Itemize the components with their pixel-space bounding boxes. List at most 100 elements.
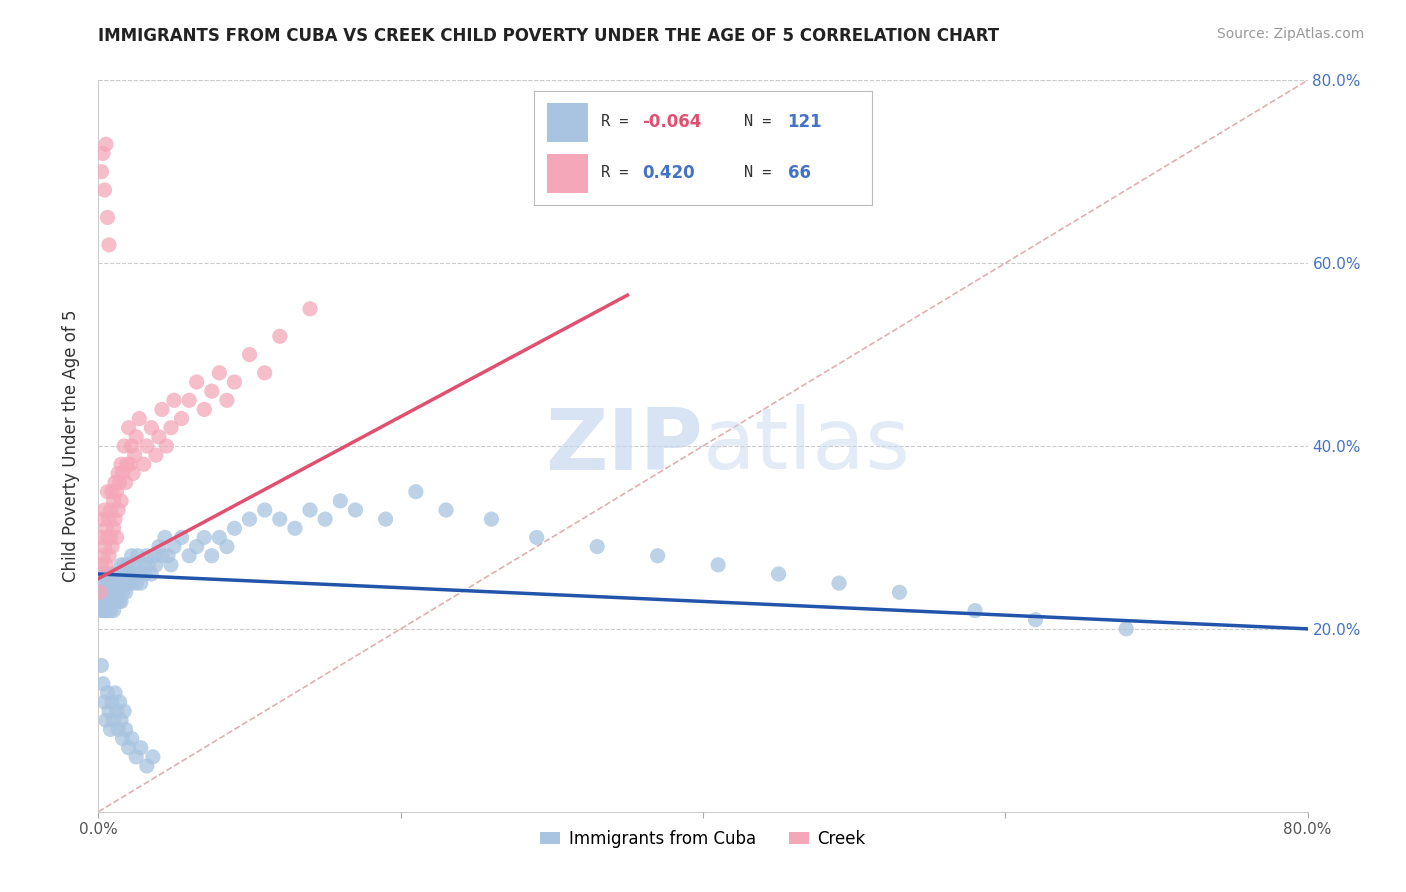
Point bbox=[100, 723, 122, 737]
Point bbox=[96, 594, 118, 608]
Text: atlas: atlas bbox=[703, 404, 911, 488]
Point bbox=[142, 749, 165, 764]
Point bbox=[111, 467, 134, 481]
Point bbox=[110, 594, 132, 608]
Point bbox=[299, 301, 322, 316]
Point bbox=[93, 576, 115, 591]
Point bbox=[103, 521, 125, 535]
Point bbox=[96, 530, 118, 544]
Point bbox=[91, 603, 114, 617]
Point bbox=[110, 494, 132, 508]
Point bbox=[153, 530, 176, 544]
Point bbox=[103, 576, 125, 591]
Point bbox=[91, 549, 114, 563]
Point bbox=[193, 530, 215, 544]
Point bbox=[90, 558, 112, 572]
Point bbox=[96, 211, 118, 225]
Point bbox=[112, 558, 135, 572]
Point bbox=[96, 686, 118, 700]
Point bbox=[101, 567, 124, 582]
Point bbox=[118, 576, 141, 591]
Point bbox=[105, 594, 128, 608]
Point bbox=[120, 567, 142, 582]
Point bbox=[481, 512, 503, 526]
Point bbox=[110, 576, 132, 591]
Point bbox=[145, 558, 167, 572]
Point bbox=[104, 585, 127, 599]
Point bbox=[121, 576, 143, 591]
Point bbox=[91, 585, 114, 599]
Point bbox=[89, 585, 111, 599]
Point bbox=[148, 540, 170, 554]
Point bbox=[107, 723, 129, 737]
Point bbox=[124, 558, 146, 572]
Point bbox=[93, 567, 115, 582]
Point bbox=[108, 475, 131, 490]
Point bbox=[94, 585, 117, 599]
Point bbox=[179, 393, 201, 408]
Point bbox=[186, 375, 208, 389]
Point bbox=[150, 402, 173, 417]
Point bbox=[91, 512, 114, 526]
Point bbox=[110, 714, 132, 728]
Point bbox=[114, 723, 136, 737]
Point bbox=[128, 567, 150, 582]
Point bbox=[94, 137, 117, 152]
Point bbox=[124, 448, 146, 462]
Point bbox=[93, 540, 115, 554]
Point bbox=[112, 439, 135, 453]
Point bbox=[100, 594, 122, 608]
Point bbox=[114, 475, 136, 490]
Point bbox=[314, 512, 336, 526]
Point bbox=[107, 503, 129, 517]
Point bbox=[170, 530, 193, 544]
Text: Source: ZipAtlas.com: Source: ZipAtlas.com bbox=[1216, 27, 1364, 41]
Point bbox=[101, 585, 124, 599]
Point bbox=[108, 695, 131, 709]
Point bbox=[93, 594, 115, 608]
Point bbox=[121, 549, 143, 563]
Point bbox=[96, 576, 118, 591]
Point bbox=[215, 393, 238, 408]
Point bbox=[215, 540, 238, 554]
Point bbox=[156, 549, 179, 563]
Text: IMMIGRANTS FROM CUBA VS CREEK CHILD POVERTY UNDER THE AGE OF 5 CORRELATION CHART: IMMIGRANTS FROM CUBA VS CREEK CHILD POVE… bbox=[98, 27, 1000, 45]
Point bbox=[107, 567, 129, 582]
Point bbox=[110, 558, 132, 572]
Point bbox=[111, 567, 134, 582]
Point bbox=[101, 695, 124, 709]
Point bbox=[145, 448, 167, 462]
Point bbox=[170, 411, 193, 425]
Point bbox=[90, 658, 112, 673]
Point bbox=[100, 576, 122, 591]
Point bbox=[135, 439, 157, 453]
Point bbox=[89, 585, 111, 599]
Point bbox=[224, 521, 246, 535]
Point bbox=[135, 549, 157, 563]
Point bbox=[112, 576, 135, 591]
Point bbox=[90, 164, 112, 178]
Point bbox=[284, 521, 307, 535]
Point bbox=[111, 731, 134, 746]
Point bbox=[434, 503, 457, 517]
Point bbox=[329, 494, 352, 508]
Point bbox=[239, 347, 262, 362]
Point bbox=[186, 540, 208, 554]
Point bbox=[114, 567, 136, 582]
Point bbox=[98, 512, 121, 526]
Point bbox=[114, 585, 136, 599]
Point bbox=[344, 503, 367, 517]
Point bbox=[103, 603, 125, 617]
Point bbox=[98, 567, 121, 582]
Point bbox=[141, 567, 163, 582]
Point bbox=[103, 594, 125, 608]
Point bbox=[104, 686, 127, 700]
Point bbox=[269, 329, 291, 343]
Point bbox=[179, 549, 201, 563]
Point bbox=[125, 430, 148, 444]
Point bbox=[104, 512, 127, 526]
Point bbox=[98, 704, 121, 718]
Point bbox=[112, 704, 135, 718]
Point bbox=[93, 183, 115, 197]
Point bbox=[121, 731, 143, 746]
